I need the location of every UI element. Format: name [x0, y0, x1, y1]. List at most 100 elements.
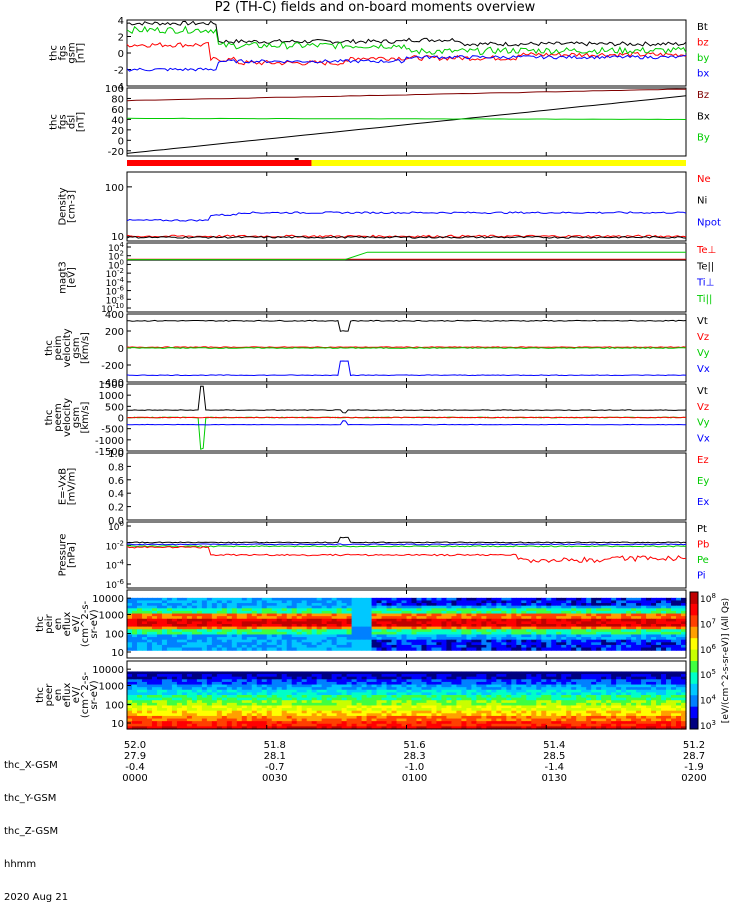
legend-peim_velocity-3: Vx — [697, 364, 710, 375]
legend-efield-1: Ey — [697, 476, 709, 487]
heat-cell — [591, 648, 597, 651]
heat-cell — [157, 648, 163, 651]
heat-cell — [217, 648, 223, 651]
temperature-ylabel-1: [eV] — [67, 267, 78, 288]
legend-temperature-2: Ti⊥ — [696, 278, 714, 289]
fgs_gsm-ylabel-3: [nT] — [76, 43, 87, 63]
y-tick-label: 10 — [111, 648, 124, 659]
panel-frame-1 — [127, 88, 686, 156]
heat-cell — [162, 648, 168, 651]
heat-cell — [501, 648, 507, 651]
legend-fgs_gsm-0: Bt — [697, 22, 708, 33]
legend-peim_velocity-2: Vy — [697, 348, 710, 359]
y-tick-label: 400 — [105, 310, 124, 321]
y-tick-label: 500 — [105, 402, 124, 413]
heat-cell — [511, 648, 517, 651]
y-tick-label: 0.4 — [108, 489, 124, 500]
y-tick-label: 0 — [118, 136, 124, 147]
legend-peem_velocity-3: Vx — [697, 433, 710, 444]
fgs_dsl-ylabel-3: [nT] — [76, 112, 87, 132]
heat-cell — [421, 648, 427, 651]
y-tick-label: 0 — [118, 49, 124, 60]
mode-mark — [295, 158, 299, 160]
series-vt — [127, 386, 686, 413]
series-vz — [127, 347, 686, 348]
heat-cell — [616, 648, 622, 651]
heat-cell — [172, 648, 178, 651]
series-bt — [127, 21, 686, 46]
heat-cell — [252, 648, 258, 651]
heat-cell — [446, 648, 452, 651]
heat-cell — [127, 648, 133, 651]
peem_velocity-ylabel-4: [km/s] — [80, 401, 91, 433]
heat-cell — [556, 648, 562, 651]
peim_velocity-ylabel-4: [km/s] — [80, 332, 91, 364]
heat-cell — [536, 648, 542, 651]
heat-cell — [152, 648, 158, 651]
y-tick-label: 10-4 — [106, 559, 125, 572]
heat-cell — [631, 648, 637, 651]
heat-cell — [167, 648, 173, 651]
legend-fgs_gsm-3: bx — [697, 69, 709, 80]
heat-cell — [327, 648, 333, 651]
heat-cell — [531, 648, 537, 651]
y-tick-exp: 2 — [120, 250, 124, 258]
heatmap-peir_eflux — [127, 598, 687, 651]
heat-cell — [367, 648, 373, 651]
legend-density-0: Ne — [697, 174, 711, 185]
y-tick-label: 100 — [105, 630, 124, 641]
heat-cell — [192, 648, 198, 651]
y-tick-label: -200 — [101, 361, 124, 372]
y-tick-exp: -4 — [117, 276, 125, 284]
heat-cell — [486, 648, 492, 651]
legend-peem_velocity-2: Vy — [697, 418, 710, 429]
y-tick-label: 200 — [105, 327, 124, 338]
heat-cell — [402, 648, 408, 651]
heat-cell — [357, 648, 363, 651]
heat-cell — [571, 648, 577, 651]
heat-cell — [521, 648, 527, 651]
mode-segment-1 — [311, 160, 686, 166]
legend-fgs_dsl-1: Bx — [697, 111, 710, 122]
y-tick-exp: -8 — [117, 293, 124, 301]
series-vy — [127, 417, 686, 449]
legend-peem_velocity-0: Vt — [697, 386, 708, 397]
y-tick-label: 1.0 — [108, 449, 124, 460]
heat-cell — [646, 648, 652, 651]
y-tick-exp: -6 — [117, 578, 125, 586]
heat-cell — [476, 648, 482, 651]
legend-efield-2: Ex — [697, 497, 709, 508]
heat-cell — [262, 648, 268, 651]
heat-cell — [187, 648, 193, 651]
heat-cell — [397, 648, 403, 651]
y-tick-label: 10-2 — [106, 539, 124, 552]
series-pt — [127, 537, 686, 543]
heat-cell — [292, 648, 298, 651]
heat-cell — [137, 648, 143, 651]
panel-frame-4 — [127, 243, 686, 312]
y-tick-label: -500 — [101, 425, 124, 436]
heat-cell — [626, 648, 632, 651]
heat-cell — [526, 648, 532, 651]
heat-cell — [516, 648, 522, 651]
heat-cell — [317, 648, 323, 651]
heat-cell — [661, 648, 667, 651]
heat-cell — [257, 648, 263, 651]
y-tick-label: 100 — [105, 84, 124, 95]
heat-cell — [496, 648, 502, 651]
heatmap-peer_eflux — [127, 671, 687, 729]
heat-cell — [322, 648, 328, 651]
heat-cell — [426, 648, 432, 651]
heat-cell — [337, 648, 343, 651]
legend-temperature-3: Ti|| — [696, 294, 712, 305]
heat-cell — [282, 648, 288, 651]
heat-cell — [461, 648, 467, 651]
heat-cell — [222, 648, 228, 651]
heat-cell — [451, 648, 457, 651]
y-tick-exp: 4 — [120, 241, 125, 249]
y-tick-label: 4 — [118, 16, 124, 27]
heat-cell — [656, 648, 662, 651]
density-ylabel-1: [cm-3] — [67, 190, 78, 223]
y-tick-exp: -6 — [117, 285, 125, 293]
legend-density-2: Npot — [697, 217, 721, 228]
